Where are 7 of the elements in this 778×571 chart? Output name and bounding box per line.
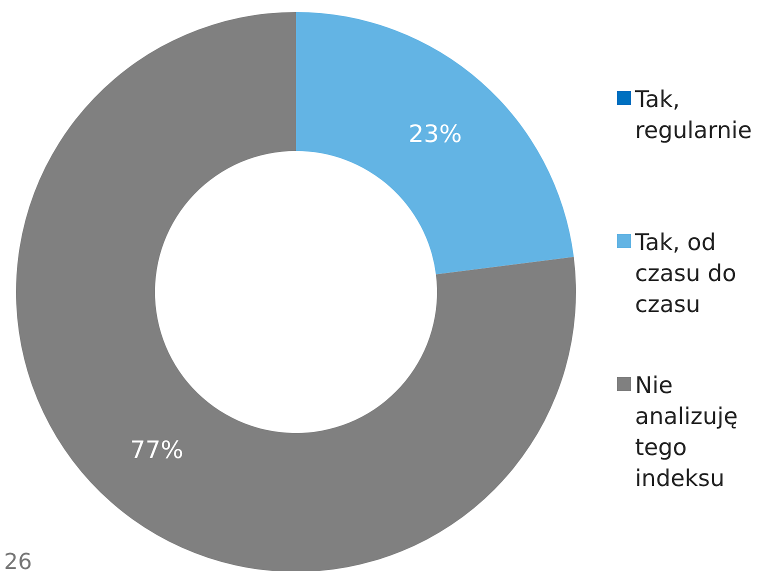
donut-slice bbox=[296, 12, 574, 274]
legend-label: Tak, regularnie bbox=[634, 87, 752, 144]
data-label: 77% bbox=[130, 436, 184, 464]
data-label: 23% bbox=[408, 120, 462, 148]
legend-label: Tak, od czasu do czasu bbox=[634, 230, 736, 318]
legend-label: Nie analizuję tego indeksu bbox=[635, 373, 738, 492]
text: 26 bbox=[4, 550, 32, 571]
